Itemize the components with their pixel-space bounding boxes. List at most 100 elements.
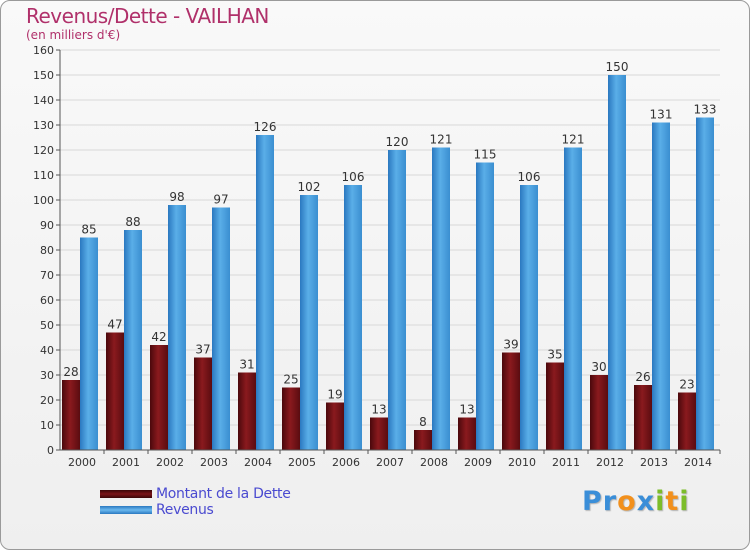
x-tick-label: 2004 [244, 456, 272, 469]
y-tick-label: 40 [40, 344, 54, 357]
dette-value-label: 30 [591, 360, 606, 374]
dette-value-label: 8 [419, 415, 427, 429]
dette-bar [150, 345, 168, 450]
revenus-value-label: 106 [342, 170, 365, 184]
x-tick-label: 2005 [288, 456, 316, 469]
revenus-value-label: 97 [213, 193, 228, 207]
proxiti-logo: Proxiti [582, 486, 690, 517]
revenus-bar [696, 117, 714, 450]
y-tick-label: 110 [33, 169, 54, 182]
y-tick-label: 90 [40, 219, 54, 232]
dette-bar [238, 372, 256, 450]
legend-swatch-revenus [100, 506, 152, 514]
chart-subtitle: (en milliers d'€) [26, 28, 121, 42]
chart-title: Revenus/Dette - VAILHAN [26, 4, 269, 28]
logo-letter: t [665, 486, 680, 517]
y-tick-label: 80 [40, 244, 54, 257]
x-tick-label: 2000 [68, 456, 96, 469]
logo-letter: i [679, 486, 690, 517]
x-tick-label: 2013 [640, 456, 668, 469]
revenus-value-label: 121 [430, 133, 453, 147]
dette-bar [634, 385, 652, 450]
revenus-value-label: 88 [125, 215, 140, 229]
dette-bar [414, 430, 432, 450]
dette-bar [502, 352, 520, 450]
logo-letter: r [602, 486, 618, 517]
revenus-bar [652, 122, 670, 450]
dette-bar [194, 357, 212, 450]
y-tick-label: 150 [33, 69, 54, 82]
dette-value-label: 42 [151, 330, 166, 344]
y-tick-label: 70 [40, 269, 54, 282]
x-tick-label: 2009 [464, 456, 492, 469]
legend-label-revenus: Revenus [156, 502, 214, 518]
revenus-bar [300, 195, 318, 450]
dette-bar [326, 402, 344, 450]
dette-value-label: 23 [679, 378, 694, 392]
dette-value-label: 37 [195, 343, 210, 357]
revenus-bar [344, 185, 362, 450]
x-tick-label: 2010 [508, 456, 536, 469]
dette-value-label: 35 [547, 348, 562, 362]
dette-value-label: 13 [459, 403, 474, 417]
revenus-value-label: 121 [562, 133, 585, 147]
dette-value-label: 19 [327, 388, 342, 402]
legend-label-dette: Montant de la Dette [156, 486, 291, 502]
logo-letter: P [582, 486, 603, 517]
y-tick-label: 160 [33, 44, 54, 57]
y-tick-label: 0 [47, 444, 54, 457]
y-tick-label: 140 [33, 94, 54, 107]
revenus-bar [520, 185, 538, 450]
revenus-bar [432, 147, 450, 450]
dette-bar [590, 375, 608, 450]
revenus-value-label: 131 [650, 108, 673, 122]
x-tick-label: 2012 [596, 456, 624, 469]
y-tick-label: 20 [40, 394, 54, 407]
dette-bar [282, 387, 300, 450]
dette-value-label: 28 [63, 365, 78, 379]
dette-bar [62, 380, 80, 450]
dette-bar [106, 332, 124, 450]
x-tick-label: 2002 [156, 456, 184, 469]
revenus-bar [476, 162, 494, 450]
revenus-value-label: 120 [386, 135, 409, 149]
logo-letter: x [636, 486, 656, 517]
x-tick-label: 2003 [200, 456, 228, 469]
y-tick-label: 30 [40, 369, 54, 382]
revenus-value-label: 115 [474, 148, 497, 162]
revenus-value-label: 102 [298, 180, 321, 194]
y-tick-label: 130 [33, 119, 54, 132]
dette-value-label: 39 [503, 338, 518, 352]
revenus-bar [80, 237, 98, 450]
revenus-value-label: 133 [694, 103, 717, 117]
y-tick-label: 50 [40, 319, 54, 332]
dette-value-label: 47 [107, 318, 122, 332]
dette-value-label: 26 [635, 370, 650, 384]
dette-value-label: 13 [371, 403, 386, 417]
y-tick-label: 120 [33, 144, 54, 157]
revenus-bar [256, 135, 274, 450]
y-tick-label: 60 [40, 294, 54, 307]
revenus-value-label: 106 [518, 170, 541, 184]
revenus-value-label: 150 [606, 60, 629, 74]
revenus-value-label: 98 [169, 190, 184, 204]
y-tick-label: 10 [40, 419, 54, 432]
dette-value-label: 31 [239, 358, 254, 372]
revenus-value-label: 126 [254, 120, 277, 134]
revenus-value-label: 85 [81, 223, 96, 237]
dette-value-label: 25 [283, 373, 298, 387]
revenus-bar [608, 75, 626, 450]
x-tick-label: 2001 [112, 456, 140, 469]
logo-letter: i [655, 486, 666, 517]
revenus-bar [564, 147, 582, 450]
x-tick-label: 2007 [376, 456, 404, 469]
dette-bar [370, 417, 388, 450]
legend-swatch-dette [100, 490, 152, 498]
x-tick-label: 2014 [684, 456, 712, 469]
x-tick-label: 2008 [420, 456, 448, 469]
dette-bar [546, 362, 564, 450]
revenus-bar [124, 230, 142, 450]
dette-bar [678, 392, 696, 450]
dette-bar [458, 417, 476, 450]
